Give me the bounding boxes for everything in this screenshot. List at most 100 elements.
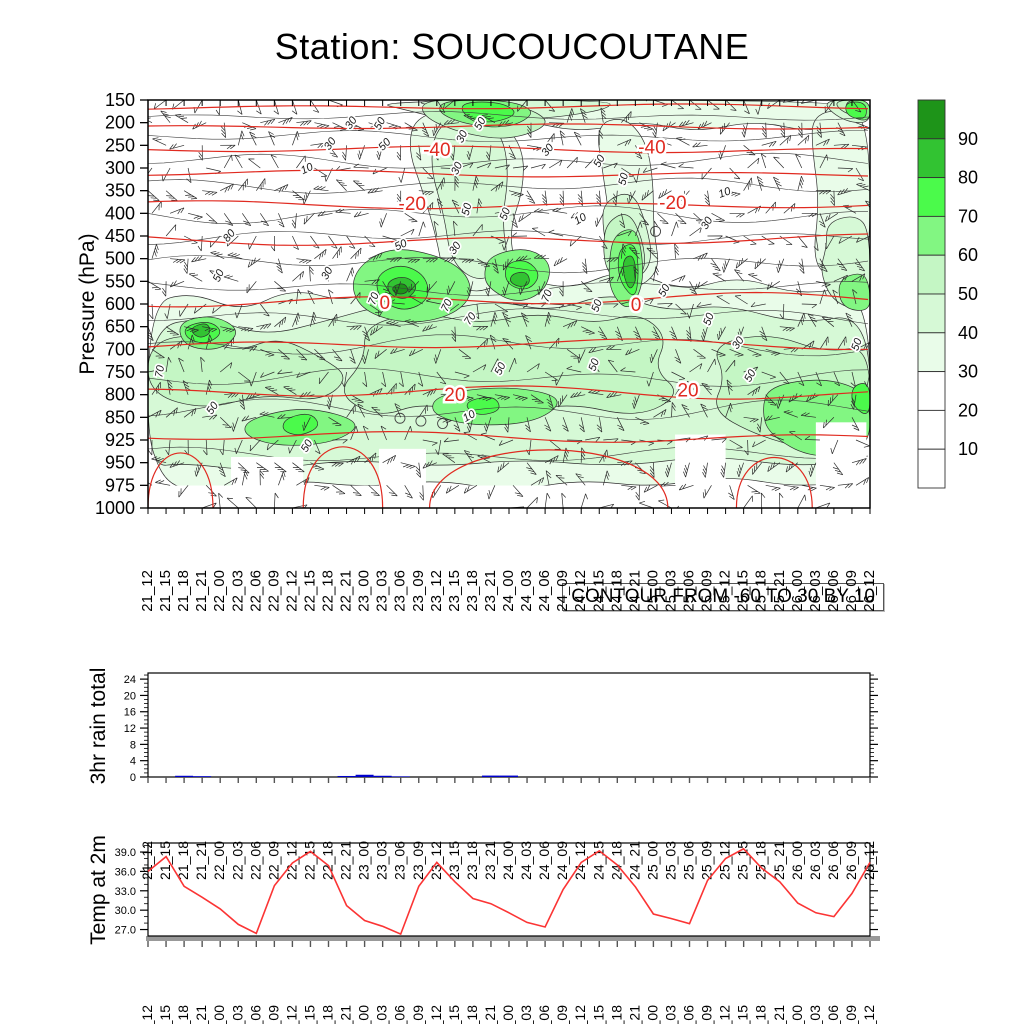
- wind-barb: [832, 462, 844, 476]
- wind-barb: [694, 281, 708, 290]
- humidity-region-70: [851, 383, 870, 414]
- wind-barb: [198, 145, 203, 161]
- wind-barb: [466, 417, 474, 433]
- wind-barb: [393, 281, 402, 296]
- wind-barb: [779, 326, 795, 332]
- wind-barb: [595, 213, 604, 227]
- wind-barb: [458, 349, 472, 359]
- wind-barb: [476, 394, 492, 402]
- wind-barb: [426, 281, 438, 293]
- rain-tick-label: 12: [124, 723, 136, 735]
- wind-barb: [274, 316, 287, 328]
- wind-barb: [449, 145, 456, 161]
- time-tick-label: 22_12: [283, 1005, 299, 1024]
- wind-barb: [415, 145, 422, 161]
- wind-barb: [603, 303, 619, 308]
- wind-barb: [511, 232, 528, 237]
- time-tick-label: 21_15: [157, 1005, 173, 1024]
- time-tick-label: 26_09: [843, 570, 860, 612]
- time-tick-label: 23_09: [410, 570, 427, 612]
- isotherm-label: -40: [638, 138, 665, 159]
- wind-barb: [729, 167, 741, 180]
- rain-tick-label: 20: [124, 690, 136, 702]
- wind-barb: [815, 371, 822, 387]
- wind-barb: [671, 275, 686, 283]
- wind-barb: [220, 122, 227, 138]
- wind-barb: [502, 281, 510, 296]
- wind-barb: [707, 507, 708, 508]
- wind-barb: [277, 414, 293, 419]
- wind-barb: [653, 266, 659, 282]
- wind-barb: [443, 119, 459, 125]
- wind-barb: [433, 349, 442, 364]
- time-tick-label: 22_15: [301, 1005, 317, 1024]
- wind-barb: [511, 213, 518, 228]
- wind-barb: [148, 409, 162, 418]
- wind-barb: [674, 349, 682, 364]
- wind-barb: [422, 388, 437, 397]
- time-tick-label: 25_21: [771, 841, 787, 880]
- wind-barb: [274, 281, 287, 292]
- wind-barb: [368, 485, 380, 496]
- time-tick-label: 24_00: [500, 570, 517, 612]
- wind-barb: [512, 394, 528, 401]
- wind-barb: [653, 220, 658, 237]
- wind-barb: [270, 235, 276, 252]
- wind-barb: [386, 383, 397, 395]
- time-tick-label: 25_18: [753, 570, 770, 612]
- wind-barb: [332, 122, 347, 131]
- wind-barb: [256, 323, 272, 330]
- wind-barb: [833, 371, 841, 387]
- wind-barb: [408, 281, 420, 293]
- rain-bar: [500, 775, 518, 777]
- time-tick-label: 25_12: [717, 1005, 733, 1024]
- wind-barb: [850, 371, 856, 387]
- wind-barb: [440, 394, 457, 399]
- wind-barb: [220, 144, 236, 150]
- wind-barb: [404, 213, 418, 223]
- wind-barb: [187, 334, 195, 350]
- wind-barb: [549, 122, 565, 127]
- wind-barb: [702, 462, 708, 478]
- wind-barb: [815, 138, 830, 146]
- wind-barb: [530, 163, 546, 170]
- wind-barb: [463, 450, 475, 463]
- wind-barb: [635, 416, 650, 426]
- wind-barb: [209, 270, 221, 282]
- time-tick-label: 25_21: [771, 1005, 787, 1024]
- isotherm-label: 20: [677, 380, 698, 401]
- wind-barb: [350, 122, 365, 131]
- time-tick-label: 21_18: [175, 841, 191, 880]
- time-tick-label: 26_00: [789, 841, 805, 880]
- wind-barb: [463, 485, 478, 494]
- wind-barb: [436, 198, 443, 214]
- wind-barb: [689, 281, 698, 295]
- time-tick-label: 21_21: [193, 570, 210, 612]
- wind-barb: [418, 190, 434, 196]
- wind-barb: [219, 362, 233, 373]
- wind-barb: [270, 154, 279, 169]
- wind-barb: [398, 167, 406, 183]
- wind-barb: [676, 505, 690, 508]
- wind-barb: [458, 258, 474, 263]
- wind-barb: [854, 258, 865, 272]
- main-axes: 1502002503003504004505005506006507007508…: [95, 90, 878, 612]
- wind-barb: [797, 371, 805, 387]
- wind-barb: [296, 258, 312, 264]
- wind-barb: [855, 167, 864, 182]
- wind-barb: [436, 177, 446, 191]
- wind-barb: [332, 349, 343, 362]
- wind-barb: [432, 122, 442, 136]
- wind-barb: [350, 247, 362, 259]
- humidity-contour-line: [148, 205, 869, 225]
- wind-barb: [602, 470, 610, 486]
- wind-barb: [798, 122, 803, 138]
- colorbar-cell: [917, 177, 946, 217]
- wind-barb: [148, 478, 153, 486]
- wind-barb: [169, 280, 185, 288]
- wind-barb: [309, 266, 314, 282]
- time-tick-label: 24_21: [626, 570, 643, 612]
- wind-barb: [178, 485, 189, 498]
